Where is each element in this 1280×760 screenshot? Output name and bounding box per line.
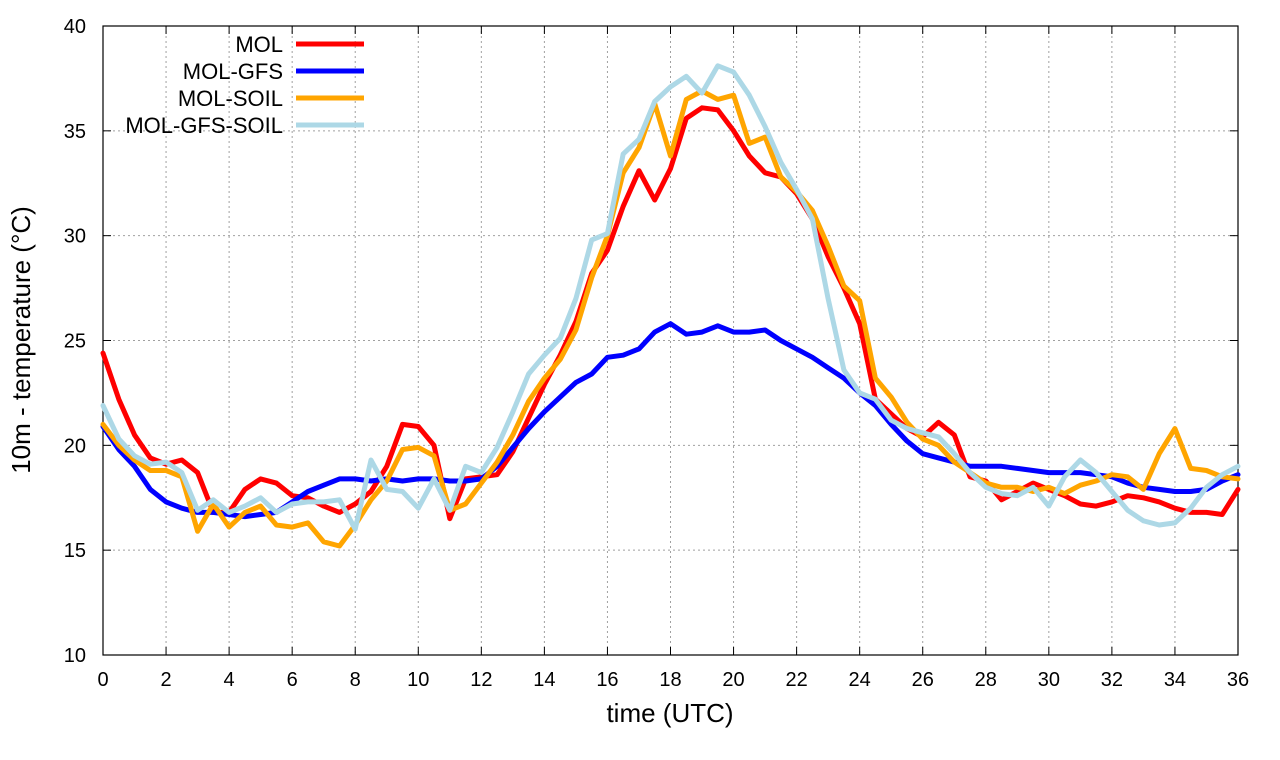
x-tick-label: 8 <box>350 669 361 691</box>
y-tick-label: 15 <box>64 540 86 562</box>
series-line-mol-soil <box>100 88 1241 549</box>
y-tick-label: 30 <box>64 226 86 248</box>
x-tick-label: 2 <box>160 669 171 691</box>
y-tick-label: 40 <box>64 16 86 38</box>
x-tick-label: 32 <box>1101 669 1123 691</box>
x-axis-title: time (UTC) <box>606 698 733 728</box>
x-tick-label: 36 <box>1227 669 1249 691</box>
x-tick-label: 34 <box>1164 669 1186 691</box>
x-tick-label: 30 <box>1038 669 1060 691</box>
x-tick-label: 0 <box>97 669 108 691</box>
legend-label-mol-gfs: MOL-GFS <box>183 59 283 84</box>
y-axis-title: 10m - temperature (°C) <box>6 206 36 474</box>
x-tick-label: 18 <box>659 669 681 691</box>
series-line-mol-gfs-soil <box>100 63 1241 532</box>
x-tick-label: 6 <box>287 669 298 691</box>
x-tick-label: 14 <box>533 669 555 691</box>
axis-ticks: 0 2 4 6 8 10 12 14 16 18 20 22 24 26 28 30 32 34 361015202… <box>64 16 1249 691</box>
y-tick-label: 20 <box>64 435 86 457</box>
x-tick-label: 12 <box>470 669 492 691</box>
x-tick-label: 26 <box>912 669 934 691</box>
y-tick-label: 35 <box>64 121 86 143</box>
y-tick-label: 10 <box>64 645 86 667</box>
series-lines <box>100 63 1241 549</box>
x-tick-label: 20 <box>722 669 744 691</box>
x-tick-label: 24 <box>849 669 871 691</box>
legend-label-mol: MOL <box>235 32 283 57</box>
x-tick-label: 28 <box>975 669 997 691</box>
grid <box>103 26 1238 655</box>
legend-label-mol-gfs-soil: MOL-GFS-SOIL <box>125 113 283 138</box>
x-tick-label: 22 <box>785 669 807 691</box>
legend-label-mol-soil: MOL-SOIL <box>178 86 283 111</box>
x-tick-label: 16 <box>596 669 618 691</box>
x-tick-label: 4 <box>224 669 235 691</box>
x-tick-label: 10 <box>407 669 429 691</box>
y-tick-label: 25 <box>64 331 86 353</box>
